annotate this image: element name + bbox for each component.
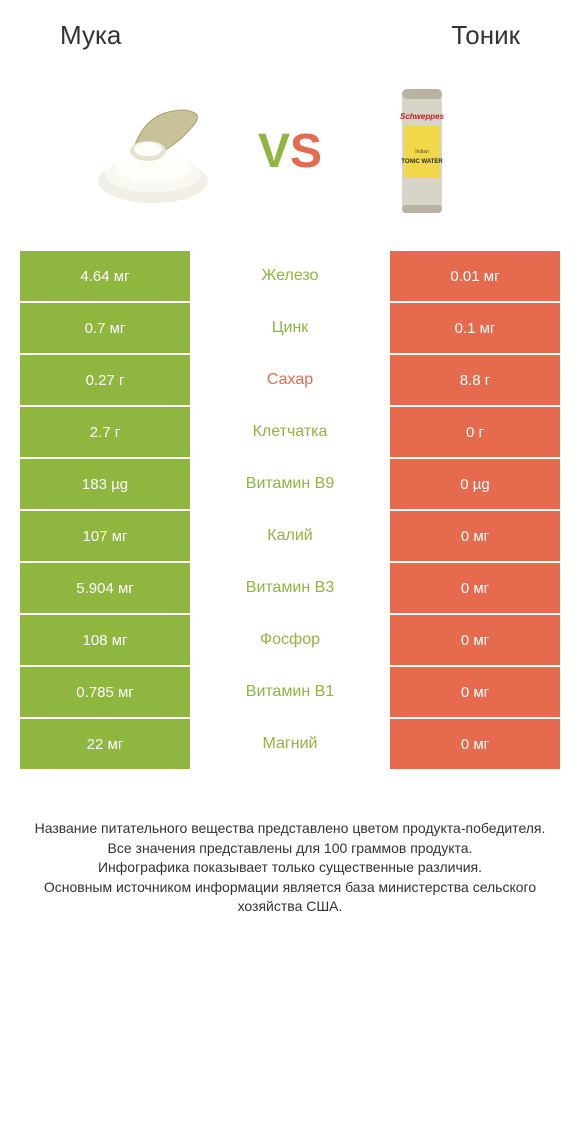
left-product-title: Мука xyxy=(60,20,121,51)
nutrient-name-cell: Калий xyxy=(190,511,390,561)
vs-label: VS xyxy=(258,124,322,179)
right-value-cell: 0 µg xyxy=(390,459,560,509)
table-row: 0.7 мгЦинк0.1 мг xyxy=(20,303,560,353)
right-value-cell: 8.8 г xyxy=(390,355,560,405)
right-value-cell: 0 мг xyxy=(390,667,560,717)
table-row: 2.7 гКлетчатка0 г xyxy=(20,407,560,457)
nutrient-name-cell: Витамин B9 xyxy=(190,459,390,509)
nutrient-name-cell: Клетчатка xyxy=(190,407,390,457)
header-row: Мука Тоник xyxy=(20,20,560,51)
left-value-cell: 0.785 мг xyxy=(20,667,190,717)
left-value-cell: 2.7 г xyxy=(20,407,190,457)
right-value-cell: 0 мг xyxy=(390,615,560,665)
table-row: 107 мгКалий0 мг xyxy=(20,511,560,561)
footer-line-4: Основным источником информации является … xyxy=(30,878,550,917)
svg-text:Schweppes: Schweppes xyxy=(400,112,445,121)
nutrient-name-cell: Витамин B1 xyxy=(190,667,390,717)
flour-image xyxy=(88,81,228,221)
nutrient-name-cell: Фосфор xyxy=(190,615,390,665)
table-row: 183 µgВитамин B90 µg xyxy=(20,459,560,509)
nutrient-name-cell: Магний xyxy=(190,719,390,769)
footer-line-1: Название питательного вещества представл… xyxy=(30,819,550,839)
right-value-cell: 0 мг xyxy=(390,719,560,769)
vs-v: V xyxy=(258,125,290,178)
left-value-cell: 4.64 мг xyxy=(20,251,190,301)
footer-line-3: Инфографика показывает только существенн… xyxy=(30,858,550,878)
left-value-cell: 5.904 мг xyxy=(20,563,190,613)
right-value-cell: 0 мг xyxy=(390,511,560,561)
nutrient-name-cell: Сахар xyxy=(190,355,390,405)
left-value-cell: 183 µg xyxy=(20,459,190,509)
infographic-container: Мука Тоник VS Schweppes Indian xyxy=(0,0,580,947)
table-row: 22 мгМагний0 мг xyxy=(20,719,560,769)
flour-icon xyxy=(88,96,228,206)
right-value-cell: 0.1 мг xyxy=(390,303,560,353)
svg-text:TONIC WATER: TONIC WATER xyxy=(401,159,443,165)
table-row: 4.64 мгЖелезо0.01 мг xyxy=(20,251,560,301)
left-value-cell: 108 мг xyxy=(20,615,190,665)
svg-text:Indian: Indian xyxy=(415,149,429,155)
nutrient-table: 4.64 мгЖелезо0.01 мг0.7 мгЦинк0.1 мг0.27… xyxy=(20,251,560,769)
nutrient-name-cell: Цинк xyxy=(190,303,390,353)
table-row: 108 мгФосфор0 мг xyxy=(20,615,560,665)
table-row: 0.27 гСахар8.8 г xyxy=(20,355,560,405)
nutrient-name-cell: Железо xyxy=(190,251,390,301)
vs-s: S xyxy=(290,125,322,178)
right-value-cell: 0 мг xyxy=(390,563,560,613)
left-value-cell: 0.27 г xyxy=(20,355,190,405)
nutrient-name-cell: Витамин B3 xyxy=(190,563,390,613)
images-row: VS Schweppes Indian TONIC WATER xyxy=(20,81,560,221)
right-value-cell: 0 г xyxy=(390,407,560,457)
tonic-can-icon: Schweppes Indian TONIC WATER xyxy=(392,81,452,221)
left-value-cell: 107 мг xyxy=(20,511,190,561)
table-row: 5.904 мгВитамин B30 мг xyxy=(20,563,560,613)
right-value-cell: 0.01 мг xyxy=(390,251,560,301)
tonic-image: Schweppes Indian TONIC WATER xyxy=(352,81,492,221)
footer-line-2: Все значения представлены для 100 граммо… xyxy=(30,839,550,859)
footer-text: Название питательного вещества представл… xyxy=(20,819,560,917)
right-product-title: Тоник xyxy=(451,20,520,51)
left-value-cell: 22 мг xyxy=(20,719,190,769)
left-value-cell: 0.7 мг xyxy=(20,303,190,353)
table-row: 0.785 мгВитамин B10 мг xyxy=(20,667,560,717)
